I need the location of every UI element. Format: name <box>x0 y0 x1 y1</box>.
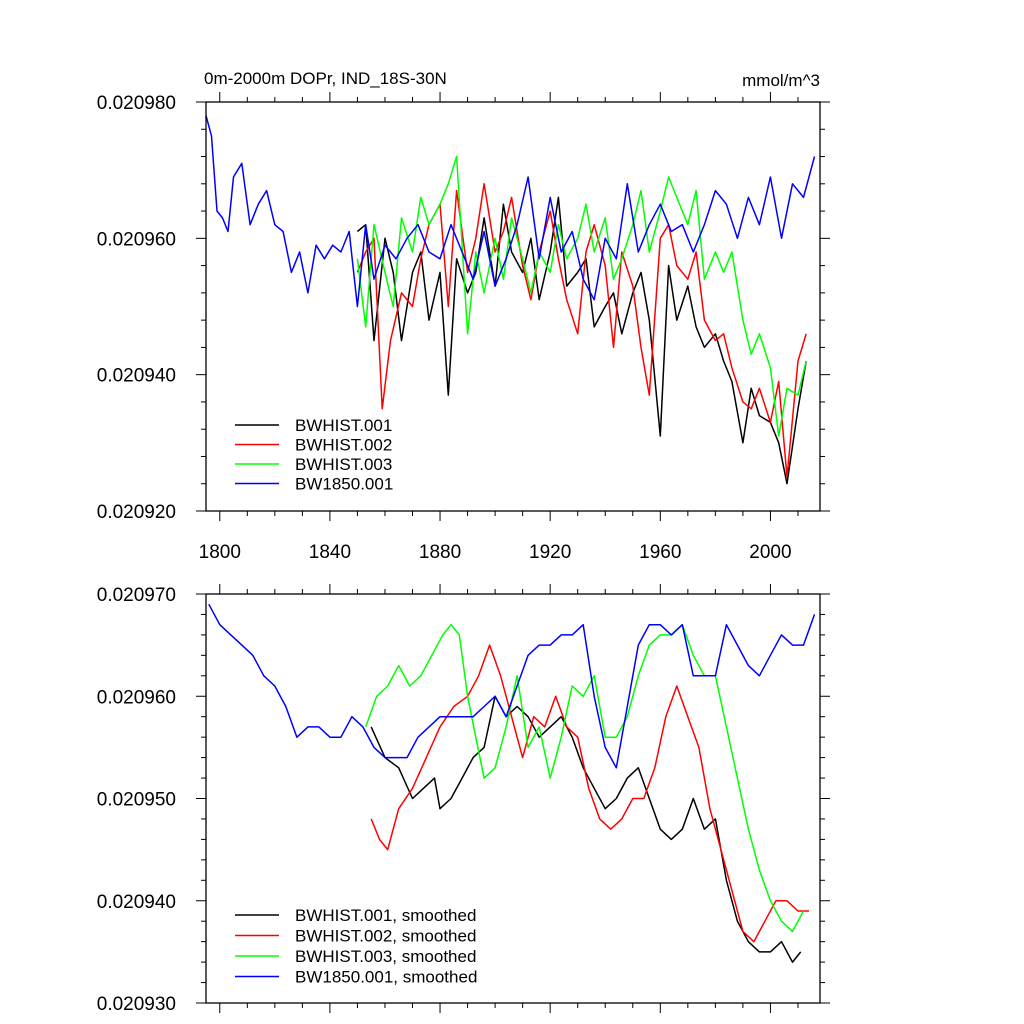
series-line-bw1850-001-smoothed <box>208 603 816 769</box>
series-line-bwhist-003-smoothed <box>364 623 805 933</box>
y-tick-label: 0.020960 <box>97 229 176 250</box>
top-panel: 0m-2000m DOPr, IND_18S-30N mmol/m^3 0.02… <box>97 69 830 563</box>
bottom-panel-legend: BWHIST.001, smoothed BWHIST.002, smoothed… <box>235 906 477 987</box>
top-panel-series <box>205 115 816 485</box>
y-tick-label: 0.020920 <box>97 502 176 523</box>
series-line-bwhist-003 <box>356 155 807 437</box>
y-tick-label: 0.020930 <box>97 994 176 1015</box>
top-panel-axes: 0.020920 0.020940 0.020960 0.020980 1800 1840… <box>97 92 830 563</box>
top-panel-title: 0m-2000m DOPr, IND_18S-30N <box>204 69 447 88</box>
series-line-bwhist-002 <box>356 183 807 478</box>
series-line-bwhist-001-smoothed <box>370 695 802 963</box>
series-line-bwhist-001 <box>356 196 807 485</box>
legend-label: BWHIST.002 <box>295 436 392 455</box>
y-tick-label: 0.020950 <box>97 790 176 811</box>
series-line-bw1850-001 <box>205 115 816 308</box>
y-tick-label: 0.020940 <box>97 366 176 387</box>
legend-label: BWHIST.001 <box>295 416 392 435</box>
y-tick-label: 0.020960 <box>97 687 176 708</box>
bottom-panel: 0.020930 0.020940 0.020950 0.020960 0.020970… <box>97 584 830 1015</box>
y-tick-label: 0.020980 <box>97 93 176 114</box>
top-panel-frame <box>205 101 821 512</box>
x-tick-label: 2000 <box>749 542 791 563</box>
legend-label: BWHIST.003, smoothed <box>295 947 476 966</box>
legend-label: BW1850.001, smoothed <box>295 968 477 987</box>
legend-label: BW1850.001 <box>295 475 393 494</box>
x-tick-label: 1800 <box>199 542 241 563</box>
x-tick-label: 1960 <box>639 542 681 563</box>
x-tick-label: 1880 <box>419 542 461 563</box>
x-tick-label: 1840 <box>309 542 351 563</box>
legend-label: BWHIST.003 <box>295 455 392 474</box>
legend-label: BWHIST.002, smoothed <box>295 927 476 946</box>
bottom-panel-frame <box>205 593 821 1004</box>
x-tick-label: 1920 <box>529 542 571 563</box>
y-tick-label: 0.020970 <box>97 585 176 606</box>
y-tick-label: 0.020940 <box>97 892 176 913</box>
legend-label: BWHIST.001, smoothed <box>295 906 476 925</box>
top-panel-units: mmol/m^3 <box>742 71 820 90</box>
bottom-panel-axes: 0.020930 0.020940 0.020950 0.020960 0.020970 <box>97 584 830 1015</box>
bottom-panel-series <box>208 603 816 963</box>
